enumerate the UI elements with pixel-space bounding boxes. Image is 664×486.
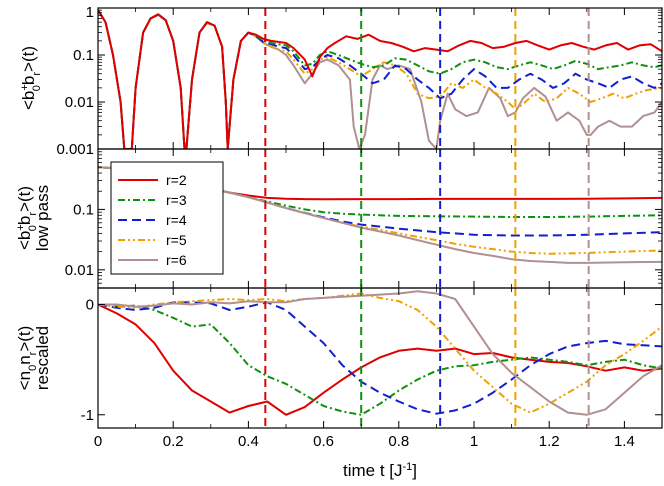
series-bot-r6 [98,290,662,416]
vline-group-top [264,8,590,149]
ylabel-mid-sub: 0 [27,225,39,231]
y-ticks-top: 1 0.1 0.01 0.001 [56,4,662,158]
ylabel-bot-p0: <n [15,371,34,390]
x-axis-title: time t [J-1] [343,461,417,480]
series-top-r5 [98,9,662,149]
x-ticks: 0 0.2 0.4 0.6 0.8 1 1.2 1.4 [94,8,635,450]
series-bot-r2 [98,303,662,416]
ylabel-top-p5: >(t) [19,46,38,72]
xlabel-main: time t [J [343,461,403,480]
series-top-r2 [98,9,662,149]
ytick-label-top-2: 0.01 [65,94,94,111]
legend-label-r4: r=4 [166,212,187,228]
ylabel-top-p3: b [19,76,38,85]
panel-top: 1 0.1 0.01 0.001 [56,4,662,158]
legend-label-r6: r=6 [166,252,187,268]
ytick-label-top-0: 1 [86,4,94,21]
ylabel-mid-p5: >(t) [15,186,34,212]
legend: r=2 r=3 r=4 r=5 r=6 [110,161,224,275]
xlabel-sup: -1 [403,461,413,473]
legend-label-r5: r=5 [166,232,187,248]
y-ticks-mid: 0.1 0.01 [65,151,662,289]
ylabel-mid-p0: <b [15,231,34,250]
series-bot-r5 [98,292,662,414]
legend-label-r3: r=3 [166,192,187,208]
ylabel-top-sub2: r [31,72,43,76]
y-ticks-bot: 0 -1 [81,297,662,424]
series-bot-r3 [98,303,662,416]
xtick-label-7: 1.4 [614,433,635,450]
ytick-label-mid-0: 0.1 [73,201,94,218]
ylabel-mid-sup: + [15,224,27,230]
ylabel-mid-line2: low pass [33,185,52,251]
ylabel-bot-sub2: r [27,351,39,355]
ytick-label-bot-0: 0 [86,297,94,314]
xtick-label-0: 0 [94,433,102,450]
xtick-label-5: 1 [470,433,478,450]
ylabel-mid-p3: b [15,216,34,225]
ytick-label-mid-1: 0.01 [65,262,94,279]
ylabel-bot: <n0nr>(t) [15,326,39,391]
ylabel-bot-p5: >(t) [15,326,34,352]
xlabel-tail: ] [412,461,417,480]
ylabel-bot-p3: n [15,355,34,364]
panel-bot: 0 -1 [81,288,662,428]
series-group-bot [98,290,662,416]
xtick-label-1: 0.2 [163,433,184,450]
ytick-label-bot-1: -1 [81,407,94,424]
ylabel-mid: <b+0br>(t) [15,186,39,250]
ylabel-top: <b+0br>(t) [19,46,43,110]
series-group-top [98,9,662,149]
ylabel-top-sup: + [19,84,31,90]
ylabel-bot-sub: 0 [27,365,39,371]
series-mid-r3 [98,166,662,218]
xtick-label-3: 0.6 [313,433,334,450]
ylabel-top-p0: <b [19,91,38,110]
xtick-label-2: 0.4 [238,433,259,450]
ylabel-bot-line2: rescaled [33,326,52,390]
series-top-r3 [98,9,662,149]
xtick-label-6: 1.2 [539,433,560,450]
legend-label-r2: r=2 [166,172,187,188]
ytick-label-top-1: 0.1 [73,47,94,64]
frame-bot [97,287,663,429]
ylabel-top-sub: 0 [31,85,43,91]
ylabel-mid-sub2: r [27,212,39,216]
vline-group-bot [264,288,590,428]
xtick-label-4: 0.8 [388,433,409,450]
ytick-label-top-3: 0.001 [56,141,94,158]
vline-group-mid [264,149,590,288]
